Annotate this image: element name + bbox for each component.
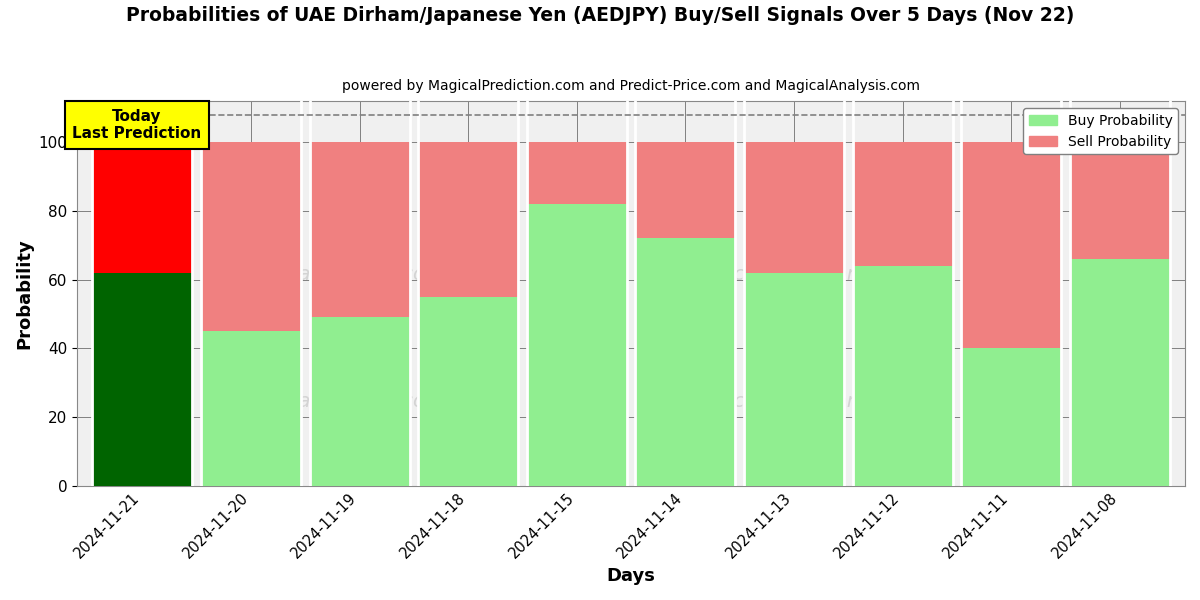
Bar bbox=[853, 266, 953, 485]
Text: MagicalAnalysis.com: MagicalAnalysis.com bbox=[241, 265, 444, 284]
Bar bbox=[853, 142, 953, 266]
Bar bbox=[527, 204, 626, 485]
Bar bbox=[200, 142, 301, 331]
Bar bbox=[418, 142, 518, 297]
X-axis label: Days: Days bbox=[607, 567, 655, 585]
Legend: Buy Probability, Sell Probability: Buy Probability, Sell Probability bbox=[1024, 108, 1178, 154]
Bar bbox=[636, 142, 736, 238]
Y-axis label: Probability: Probability bbox=[14, 238, 32, 349]
Bar bbox=[636, 238, 736, 485]
Bar bbox=[744, 142, 844, 273]
Bar bbox=[961, 142, 1061, 348]
Bar bbox=[744, 273, 844, 485]
Bar bbox=[310, 142, 409, 317]
Bar bbox=[92, 142, 192, 273]
Bar bbox=[92, 273, 192, 485]
Text: MagicalPrediction.com: MagicalPrediction.com bbox=[688, 265, 907, 284]
Bar bbox=[961, 348, 1061, 485]
Bar bbox=[200, 331, 301, 485]
Text: Today
Last Prediction: Today Last Prediction bbox=[72, 109, 202, 142]
Bar bbox=[1070, 142, 1170, 259]
Bar bbox=[1070, 259, 1170, 485]
Bar bbox=[310, 317, 409, 485]
Text: Probabilities of UAE Dirham/Japanese Yen (AEDJPY) Buy/Sell Signals Over 5 Days (: Probabilities of UAE Dirham/Japanese Yen… bbox=[126, 6, 1074, 25]
Text: MagicalAnalysis.com: MagicalAnalysis.com bbox=[241, 392, 444, 410]
Text: MagicalPrediction.com: MagicalPrediction.com bbox=[688, 392, 907, 410]
Bar bbox=[527, 142, 626, 204]
Bar bbox=[418, 297, 518, 485]
Title: powered by MagicalPrediction.com and Predict-Price.com and MagicalAnalysis.com: powered by MagicalPrediction.com and Pre… bbox=[342, 79, 920, 93]
